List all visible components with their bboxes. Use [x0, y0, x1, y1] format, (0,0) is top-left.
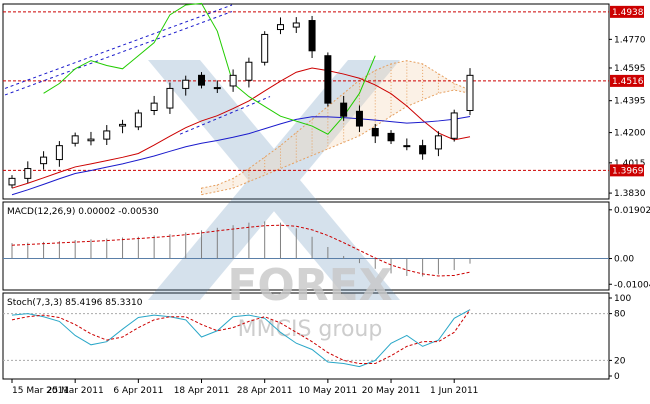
- macd-tick-label: 0.00: [614, 255, 634, 265]
- time-tick-label: 28 Apr 2011: [237, 386, 293, 396]
- time-tick-label: 10 May 2011: [299, 386, 358, 396]
- macd-tick-label: -0.01004: [614, 280, 650, 290]
- price-layer: [3, 2, 609, 196]
- bear-candle: [355, 110, 363, 127]
- bull-candle: [103, 130, 111, 140]
- bear-candle: [198, 74, 206, 86]
- bull-candle: [119, 123, 127, 127]
- stoch-title: Stoch(7,3,3) 85.4196 85.3310: [7, 298, 143, 308]
- price-tick-label: 1.4595: [614, 64, 646, 74]
- bull-candle: [71, 135, 79, 144]
- price-tick-label: 1.4200: [614, 129, 646, 139]
- macd-tick-label: 0.01902: [614, 206, 650, 216]
- watermark: FOREX MMCIS group: [148, 60, 400, 342]
- kijun-line: [11, 116, 471, 196]
- bull-candle: [182, 79, 190, 89]
- price-tick-label: 1.3830: [614, 189, 646, 199]
- bull-candle: [245, 61, 253, 81]
- price-tick-label: 1.4015: [614, 159, 646, 169]
- time-tick-label: 25 Mar 2011: [47, 386, 104, 396]
- mmcis-logo-x-icon: [148, 60, 400, 300]
- time-tick-label: 6 Apr 2011: [113, 386, 163, 396]
- bear-candle: [403, 145, 411, 148]
- axis-layer: 1.4938 1.4770 1.4595 1.4516 1.4395 1.4200 1.40…: [11, 5, 650, 396]
- watermark-brand: FOREX: [227, 260, 392, 311]
- trend-channel-upper: [4, 4, 233, 89]
- bull-candle: [150, 102, 158, 111]
- stoch-layer: [3, 309, 609, 368]
- price-pane: [2, 3, 610, 200]
- bull-candle: [24, 168, 32, 179]
- bull-candle: [87, 138, 95, 142]
- chikou-span-line: [43, 2, 376, 135]
- ichimoku-cloud: [201, 60, 471, 196]
- trend-channel-lower: [179, 96, 271, 135]
- bull-candle: [261, 33, 269, 63]
- bear-candle: [308, 20, 316, 52]
- stoch-tick-label: 100: [614, 294, 631, 304]
- bull-candle: [292, 22, 300, 28]
- trend-channel-upper-2: [4, 11, 233, 96]
- bull-candle: [434, 135, 442, 150]
- price-level-label: 1.3969: [612, 166, 644, 176]
- bull-candle: [40, 156, 48, 165]
- time-tick-label: 15 Mar 2011: [12, 386, 69, 396]
- stoch-tick-label: 80: [614, 310, 626, 320]
- bear-candle: [324, 55, 332, 104]
- price-tick-label: 1.4395: [614, 97, 646, 107]
- bull-candle: [450, 112, 458, 139]
- bull-candle: [276, 24, 284, 31]
- bull-candle: [55, 145, 63, 161]
- bull-candle: [166, 87, 174, 109]
- bear-candle: [340, 102, 348, 117]
- bear-candle: [387, 132, 395, 142]
- macd-signal-line: [11, 224, 471, 277]
- stoch-pane: [2, 292, 610, 380]
- bull-candle: [134, 112, 142, 128]
- bear-candle: [371, 127, 379, 137]
- price-level-label: 1.4516: [612, 77, 644, 87]
- watermark-sub: MMCIS group: [238, 317, 383, 342]
- time-tick-label: 20 May 2011: [362, 386, 421, 396]
- time-tick-label: 1 Jun 2011: [430, 386, 478, 396]
- bull-candle: [8, 177, 16, 186]
- macd-pane: [2, 201, 610, 291]
- bear-candle: [419, 145, 427, 155]
- macd-title: MACD(12,26,9) 0.00002 -0.00530: [7, 207, 159, 217]
- stoch-tick-label: 0: [614, 372, 620, 382]
- tenkan-line: [11, 67, 471, 189]
- bear-candle: [213, 87, 221, 90]
- macd-layer: [3, 221, 609, 277]
- stoch-signal-line: [11, 309, 471, 365]
- price-level-label: 1.4938: [612, 8, 644, 18]
- bull-candle: [466, 74, 474, 111]
- price-tick-label: 1.4770: [614, 35, 646, 45]
- bull-candle: [229, 74, 237, 87]
- time-tick-label: 18 Apr 2011: [174, 386, 230, 396]
- price-level-tag: [610, 74, 644, 87]
- price-level-tag: [610, 5, 644, 18]
- price-level-tag: [610, 164, 644, 177]
- stoch-main-line: [11, 309, 471, 368]
- stoch-tick-label: 20: [614, 356, 626, 366]
